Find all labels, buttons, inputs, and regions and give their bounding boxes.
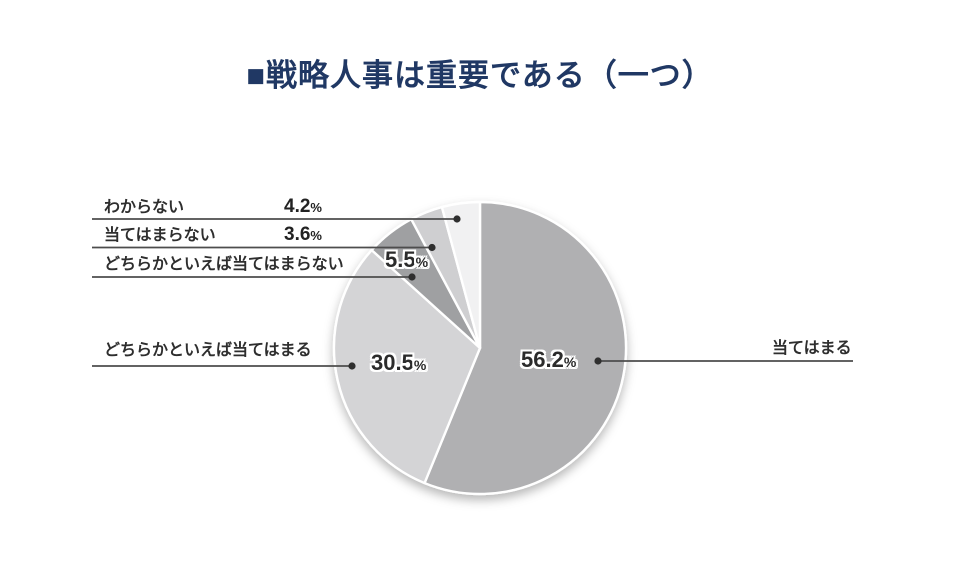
leader-dot-3 [428, 243, 436, 252]
value-dochiraka-atehamaru-percent-sign: % [413, 357, 427, 373]
value-atehamaranai-percent-sign: % [310, 228, 322, 243]
value-dochiraka-atehamaru-number: 30.5 [371, 350, 414, 375]
value-atehamaru: 56.2% [521, 348, 576, 375]
value-wakaranai-number: 4.2 [284, 196, 311, 217]
label-dochiraka-atehamaru: どちらかといえば当てはまる [104, 342, 312, 359]
value-wakaranai: 4.2% [284, 197, 322, 218]
value-dochiraka-atehamaru: 30.5% [371, 351, 426, 378]
label-atehamaranai: 当てはまらない [104, 227, 216, 244]
label-dochiraka-atehamaranai: どちらかといえば当てはまらない [104, 256, 344, 273]
chart-title: ■戦略人事は重要である（一つ） [246, 58, 714, 93]
label-atehamaru: 当てはまる [772, 340, 852, 357]
value-dochiraka-atehamaranai: 5.5% [385, 248, 428, 275]
value-atehamaru-number: 56.2 [521, 347, 564, 372]
value-atehamaranai-number: 3.6 [284, 224, 311, 245]
leader-dot-1 [348, 362, 356, 370]
value-atehamaru-percent-sign: % [563, 354, 577, 370]
leader-dot-2 [408, 273, 416, 281]
value-dochiraka-atehamaranai-percent-sign: % [415, 254, 429, 270]
label-wakaranai: わからない [104, 199, 185, 216]
pie-slice-4 [440, 200, 482, 350]
value-wakaranai-percent-sign: % [310, 200, 322, 215]
leader-dot-0 [594, 357, 602, 365]
value-dochiraka-atehamaranai-number: 5.5 [385, 247, 416, 272]
value-atehamaranai: 3.6% [284, 225, 322, 246]
leader-dot-4 [453, 215, 461, 223]
pie-slice-0 [423, 200, 628, 496]
